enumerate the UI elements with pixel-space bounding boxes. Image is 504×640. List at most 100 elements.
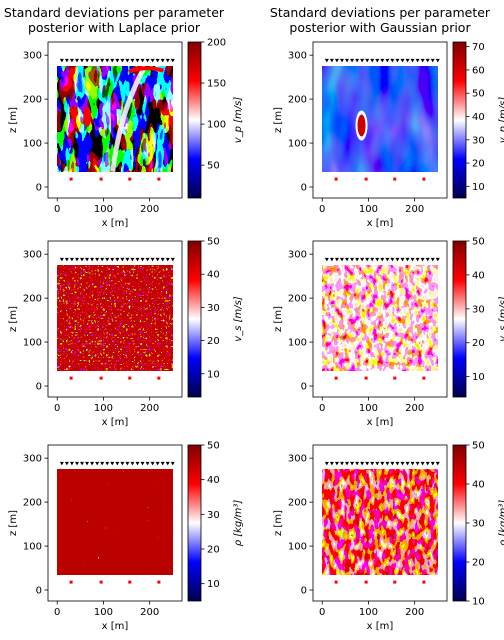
x-tick-label: 0 (319, 607, 325, 618)
source-marker (128, 177, 132, 181)
x-tick-label: 100 (94, 403, 113, 414)
colorbar-tick-label: 30 (472, 519, 485, 530)
source-marker (334, 580, 338, 584)
x-tick-label: 200 (405, 204, 424, 215)
heatmap-blob (357, 114, 366, 137)
x-axis-label: x [m] (367, 417, 394, 428)
receiver-marker (170, 461, 175, 466)
y-tick-label: 0 (36, 586, 42, 597)
y-tick-label: 100 (288, 542, 307, 553)
receiver-marker (125, 257, 130, 262)
x-axis-label: x [m] (102, 621, 129, 632)
colorbar-label: ρ [kg/m³] (233, 500, 244, 547)
receiver-marker (420, 58, 425, 63)
receiver-marker (165, 257, 170, 262)
source-marker (128, 376, 132, 380)
receiver-marker (59, 58, 64, 63)
y-tick-label: 100 (23, 338, 42, 349)
y-axis-label: z [m] (273, 306, 284, 332)
receiver-marker (74, 461, 79, 466)
receiver-marker (415, 257, 420, 262)
receiver-marker (145, 461, 150, 466)
receiver-marker (64, 58, 69, 63)
receiver-marker (390, 461, 395, 466)
receiver-marker (365, 461, 370, 466)
receiver-marker (100, 257, 105, 262)
receiver-marker (410, 257, 415, 262)
colorbar-tick-label: 30 (472, 304, 485, 315)
receiver-marker (120, 58, 125, 63)
heatmap-texture (322, 265, 438, 371)
colorbar-tick-label: 20 (207, 336, 220, 347)
receiver-marker (324, 257, 329, 262)
receiver-marker (95, 58, 100, 63)
source-marker (69, 376, 73, 380)
colorbar-tick-label: 20 (472, 558, 485, 569)
y-tick-label: 100 (288, 139, 307, 150)
colorbar-tick-label: 10 (472, 372, 485, 383)
y-tick-label: 100 (288, 338, 307, 349)
receiver-marker (334, 461, 339, 466)
receiver-marker (329, 58, 334, 63)
source-marker (422, 177, 426, 181)
receiver-marker (135, 58, 140, 63)
receiver-marker (69, 257, 74, 262)
receiver-marker (420, 461, 425, 466)
receiver-marker (64, 461, 69, 466)
receiver-marker (120, 461, 125, 466)
receiver-marker (334, 257, 339, 262)
colorbar-tick-label: 10 (472, 597, 485, 608)
receiver-marker (110, 257, 115, 262)
colorbar (452, 41, 467, 199)
y-tick-label: 200 (23, 95, 42, 106)
receiver-marker (160, 461, 165, 466)
receiver-marker (100, 58, 105, 63)
colorbar-label: v_s [m/s] (498, 296, 504, 342)
receiver-marker (95, 257, 100, 262)
receiver-marker (390, 58, 395, 63)
receiver-marker (105, 257, 110, 262)
receiver-marker (385, 257, 390, 262)
receiver-marker (400, 58, 405, 63)
colorbar-tick-label: 60 (472, 65, 485, 76)
colorbar-tick-label: 100 (207, 120, 226, 131)
title-left-line2: posterior with Laplace prior (28, 20, 201, 35)
x-tick-label: 100 (359, 607, 378, 618)
source-marker (99, 177, 103, 181)
heatmap-streak (127, 66, 164, 74)
receiver-marker (105, 461, 110, 466)
receiver-marker (365, 257, 370, 262)
colorbar-tick-label: 10 (472, 182, 485, 193)
source-marker (157, 580, 161, 584)
colorbar-tick-label: 50 (472, 237, 485, 248)
receiver-marker (334, 58, 339, 63)
x-tick-label: 200 (405, 403, 424, 414)
receiver-marker (90, 58, 95, 63)
colorbar-tick-label: 20 (472, 338, 485, 349)
receiver-marker (400, 461, 405, 466)
y-tick-label: 200 (288, 95, 307, 106)
receiver-marker (150, 257, 155, 262)
source-marker (334, 376, 338, 380)
colorbar-tick-label: 50 (207, 161, 220, 172)
receiver-marker (355, 257, 360, 262)
receiver-marker (365, 58, 370, 63)
receiver-marker (339, 461, 344, 466)
receiver-marker (165, 58, 170, 63)
y-tick-label: 0 (301, 586, 307, 597)
colorbar-tick-label: 40 (472, 270, 485, 281)
receiver-marker (69, 461, 74, 466)
source-marker (128, 580, 132, 584)
receiver-marker (360, 58, 365, 63)
y-tick-label: 200 (288, 294, 307, 305)
x-tick-label: 0 (54, 204, 60, 215)
receiver-marker (160, 257, 165, 262)
receiver-marker (385, 58, 390, 63)
receiver-marker (150, 461, 155, 466)
source-marker (364, 580, 368, 584)
receiver-marker (395, 257, 400, 262)
y-axis-label: z [m] (8, 510, 19, 536)
receiver-marker (425, 461, 430, 466)
receiver-marker (59, 461, 64, 466)
y-tick-label: 0 (36, 183, 42, 194)
